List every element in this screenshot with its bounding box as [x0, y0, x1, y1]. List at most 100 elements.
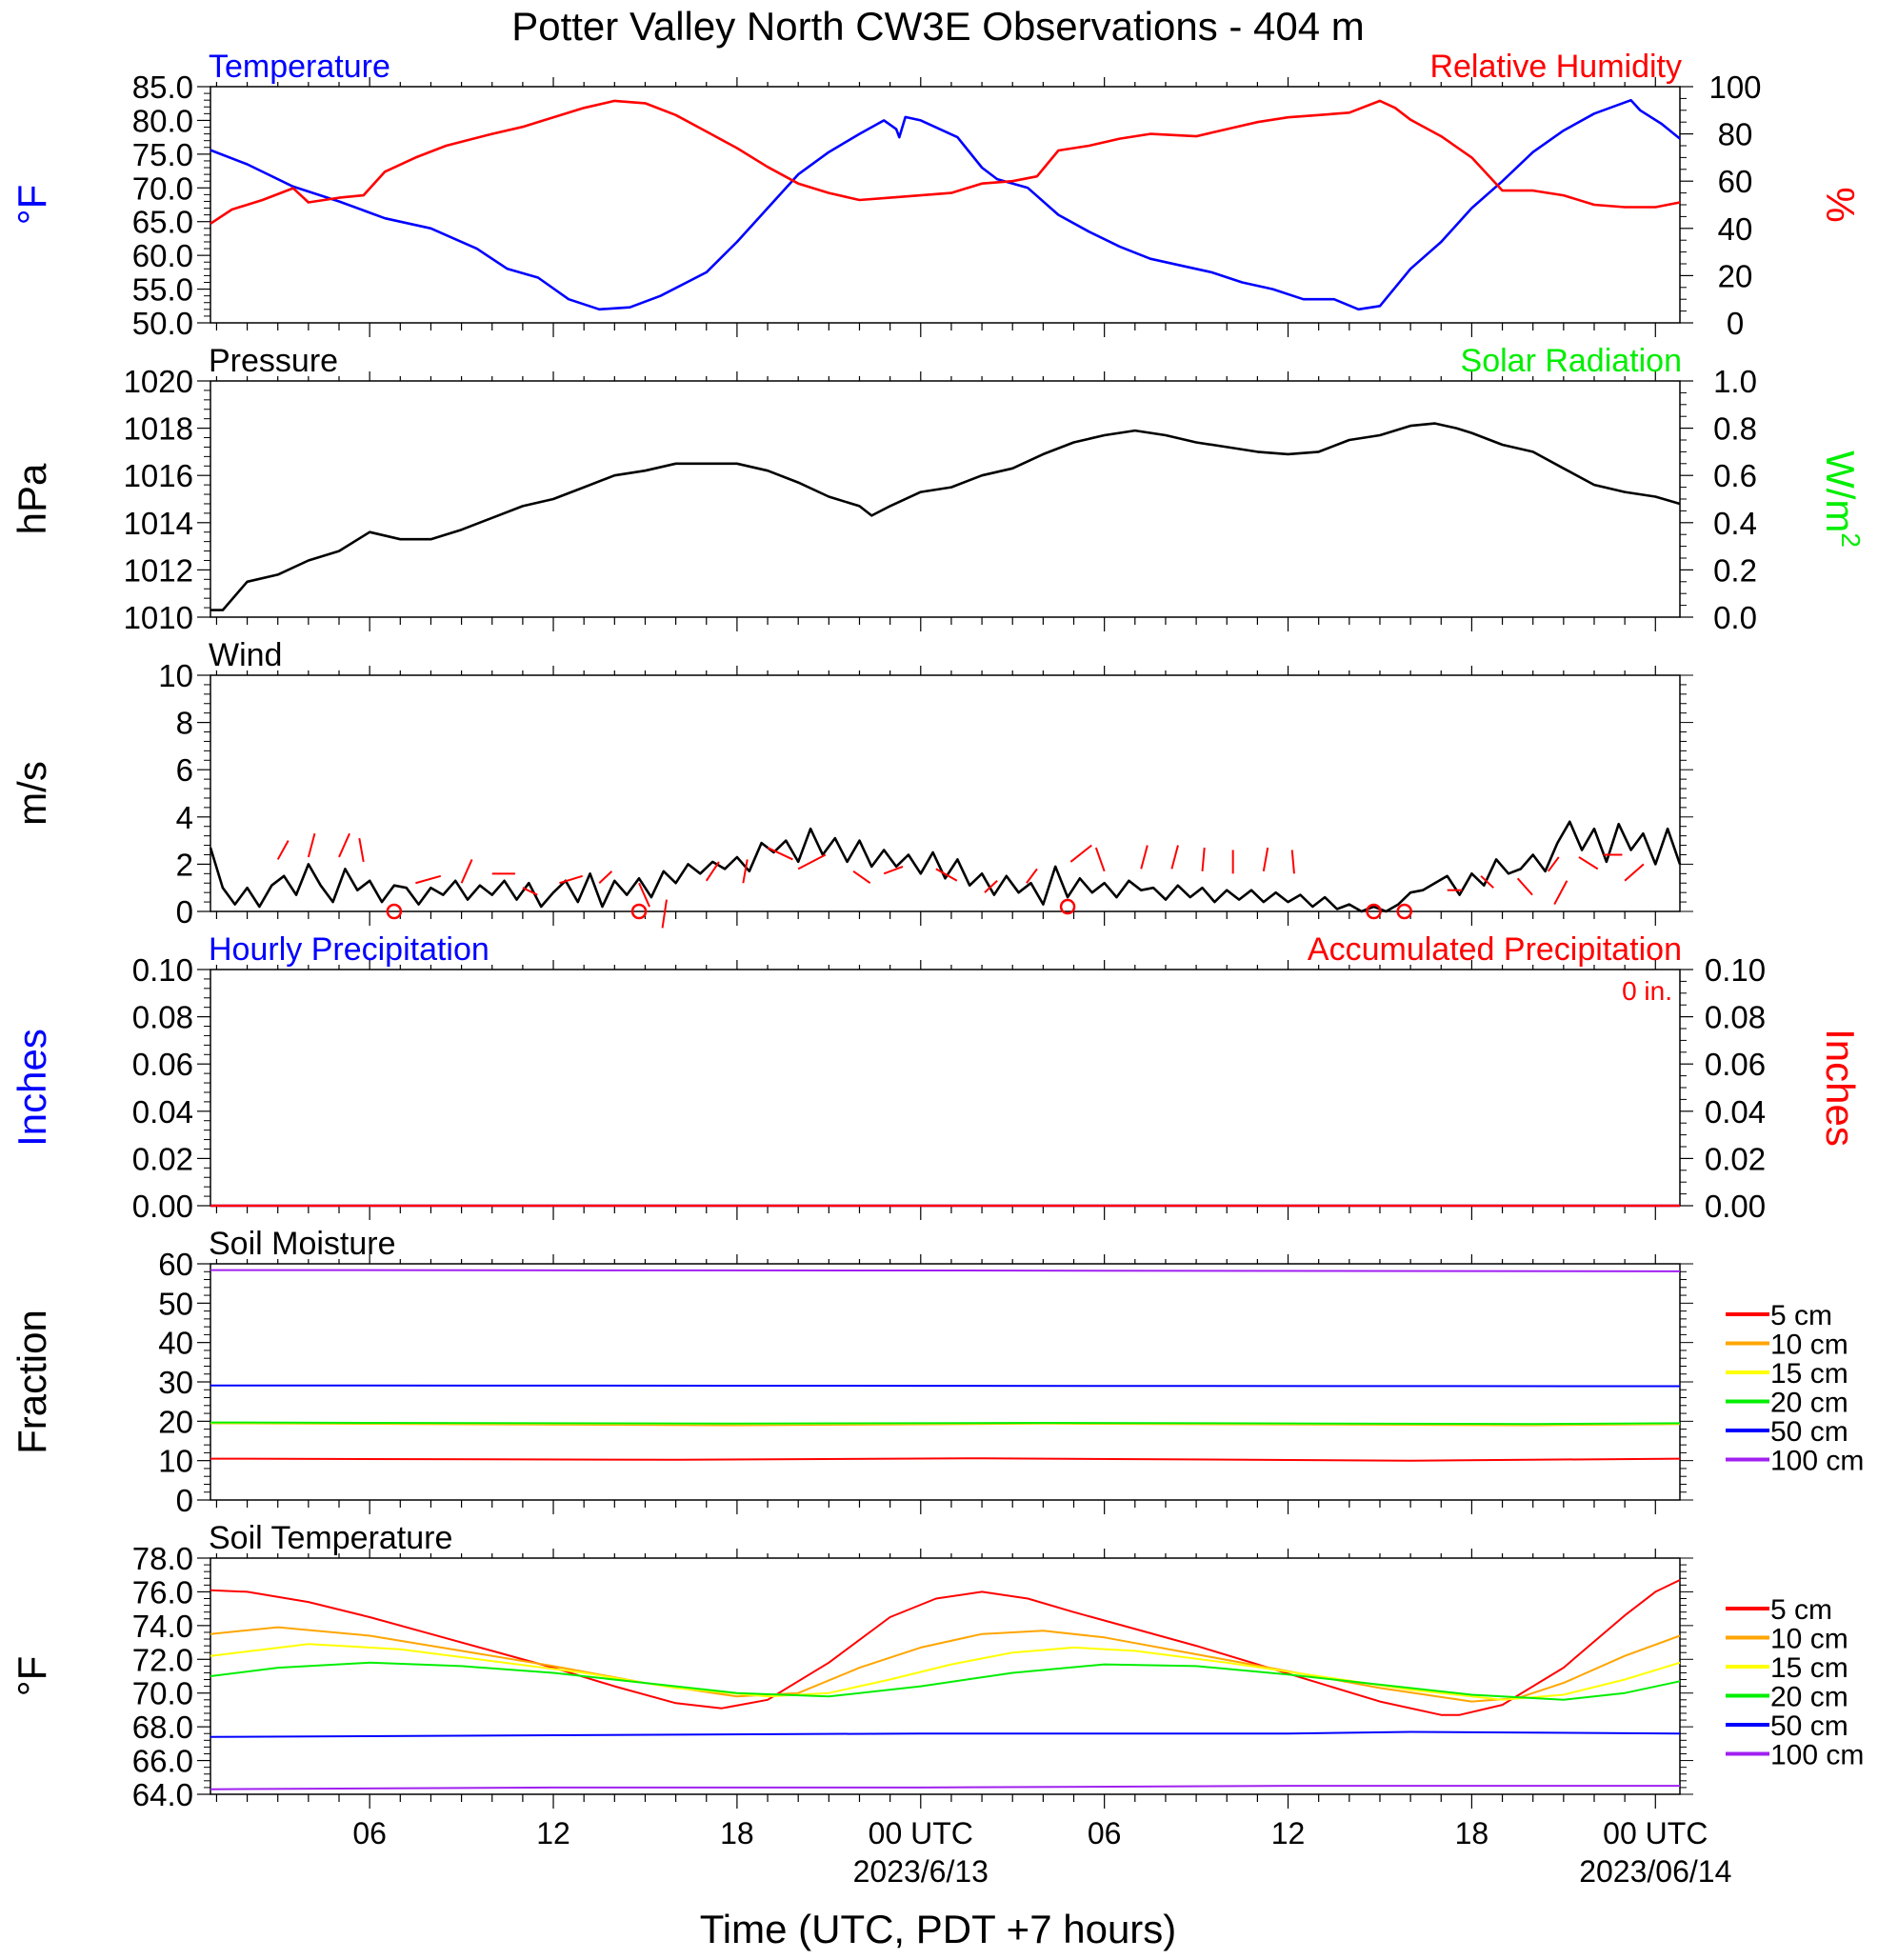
precip-y-left-tick-label: 0.04 — [132, 1094, 193, 1130]
soil-moisture-legend-label: 100 cm — [1770, 1446, 1864, 1477]
soil-moisture-series-20-cm — [210, 1421, 1681, 1426]
soil-temp-plot-frame — [210, 1557, 1681, 1795]
temperature-panel-title-right: Relative Humidity — [1429, 49, 1682, 85]
precip-accumulated-annotation: 0 in. — [1622, 976, 1672, 1006]
temperature-y-right-tick-label: 0 — [1727, 306, 1744, 341]
wind-direction-barb — [415, 874, 442, 885]
x-tick-label: 18 — [720, 1816, 754, 1850]
x-tick-label: 06 — [352, 1816, 387, 1850]
panel-temperature-rh: 85.080.075.070.065.060.055.050.0 100 80 60 4… — [10, 49, 1863, 341]
soil-moisture-y-left-tick-label: 30 — [158, 1365, 193, 1400]
soil-moisture-y-left-label: Fraction — [10, 1310, 54, 1454]
temperature-y-right-tick-label: 40 — [1718, 211, 1753, 247]
temperature-panel-title: Temperature — [209, 49, 390, 85]
pressure-y-right-tick-label: 0.0 — [1713, 600, 1757, 635]
soil-moisture-legend-label: 50 cm — [1770, 1416, 1848, 1448]
wind-direction-barb — [742, 859, 749, 884]
temperature-y-right-tick-label: 20 — [1718, 258, 1753, 293]
temperature-y-left-label: °F — [10, 185, 54, 225]
pressure-y-right-tick-label: 0.2 — [1713, 552, 1757, 588]
soil-moisture-legend-label: 20 cm — [1770, 1388, 1848, 1419]
soil-temp-legend-label: 15 cm — [1770, 1652, 1848, 1684]
precip-y-right-tick-label: 0.02 — [1705, 1141, 1766, 1176]
wind-direction-barb — [1624, 863, 1645, 882]
pressure-y-left-tick-label: 1018 — [124, 411, 193, 447]
soil-moisture-series-5-cm — [210, 1457, 1681, 1462]
pressure-series-pressure — [210, 422, 1681, 611]
soil-moisture-y-left-tick-label: 0 — [176, 1483, 193, 1518]
panel-soil-temperature: 78.076.074.072.070.068.066.064.0 Soil Tem… — [10, 1520, 1864, 1812]
soil-temp-panel-title: Soil Temperature — [209, 1520, 452, 1556]
pressure-y-right-tick-label: 0.8 — [1713, 411, 1757, 447]
wind-direction-barb — [883, 865, 904, 875]
soil-moisture-y-left-tick-label: 20 — [158, 1404, 193, 1439]
temperature-series-temperature — [210, 98, 1681, 311]
wind-direction-barb — [1094, 847, 1106, 872]
wind-calm-marker — [386, 903, 403, 920]
wind-y-left-tick-label: 8 — [176, 706, 193, 741]
wind-direction-barb — [559, 874, 583, 885]
soil-temp-legend-label: 50 cm — [1770, 1710, 1848, 1742]
pressure-y-right-tick-label: 1.0 — [1713, 364, 1757, 399]
panels: 85.080.075.070.065.060.055.050.010080604… — [10, 49, 1866, 1889]
wind-y-left-tick-label: 0 — [176, 894, 193, 930]
pressure-y-right-tick-label: 0.4 — [1713, 506, 1757, 541]
wind-direction-barb — [705, 861, 720, 882]
wind-direction-barb — [1170, 845, 1179, 870]
wind-direction-barb — [1026, 868, 1038, 884]
x-tick-label: 00 UTC — [1603, 1816, 1708, 1850]
pressure-y-right-label: W/m2 — [1818, 450, 1866, 548]
soil-temp-series-100-cm — [210, 1785, 1680, 1790]
temperature-y-right-tick-label: 80 — [1718, 117, 1753, 152]
wind-direction-barb — [1480, 875, 1494, 889]
pressure-panel-title: Pressure — [209, 343, 338, 379]
soil-temp-series-50-cm — [210, 1730, 1681, 1738]
precip-y-right-tick-label: 0.00 — [1705, 1189, 1766, 1224]
wind-direction-barb — [767, 847, 793, 861]
wind-direction-barb — [1553, 880, 1568, 906]
soil-moisture-y-left-tick-label: 60 — [158, 1247, 193, 1282]
pressure-y-left-label: hPa — [10, 463, 54, 534]
wind-direction-barb — [935, 868, 958, 882]
temperature-y-left-tick-label: 80.0 — [132, 103, 193, 138]
soil-moisture-series-100-cm — [210, 1269, 1681, 1272]
x-tick-label: 12 — [1271, 1816, 1306, 1850]
wind-calm-marker — [1396, 903, 1412, 920]
wind-calm-marker — [1366, 903, 1382, 920]
soil-temp-y-left-tick-label: 74.0 — [132, 1609, 193, 1644]
soil-temp-y-left-tick-label: 70.0 — [132, 1676, 193, 1711]
soil-moisture-plot-frame — [210, 1263, 1681, 1501]
wind-direction-barb — [1262, 847, 1269, 872]
soil-moisture-series-50-cm — [210, 1384, 1681, 1388]
precip-y-left-tick-label: 0.06 — [132, 1047, 193, 1082]
soil-temp-legend-label: 5 cm — [1770, 1594, 1832, 1626]
pressure-panel-title-right: Solar Radiation — [1461, 343, 1682, 379]
wind-direction-barb — [1201, 847, 1206, 871]
precip-panel-title: Hourly Precipitation — [209, 931, 489, 968]
wind-direction-barb — [522, 887, 538, 896]
wind-calm-marker — [630, 903, 648, 920]
soil-temp-legend-label: 10 cm — [1770, 1624, 1848, 1655]
wind-calm-marker — [1059, 898, 1076, 915]
temperature-y-right-label: % — [1818, 187, 1863, 222]
soil-moisture-panel-title: Soil Moisture — [209, 1226, 396, 1262]
soil-temp-series-20-cm — [210, 1661, 1681, 1701]
x-tick-label: 00 UTC — [869, 1816, 973, 1850]
temperature-y-left-tick-label: 85.0 — [132, 70, 193, 105]
precip-y-left-tick-label: 0.02 — [132, 1141, 193, 1176]
soil-temp-y-left-label: °F — [10, 1656, 54, 1696]
temperature-y-left-tick-label: 70.0 — [132, 170, 193, 206]
wind-y-left-label: m/s — [10, 761, 54, 826]
soil-temp-series-5-cm — [210, 1579, 1681, 1716]
precip-y-left-tick-label: 0.08 — [132, 1000, 193, 1035]
wind-direction-barb — [460, 859, 473, 884]
soil-moisture-y-left-tick-label: 10 — [158, 1444, 193, 1479]
figure-title: Potter Valley North CW3E Observations - … — [511, 4, 1365, 49]
x-date-label: 2023/6/13 — [853, 1854, 989, 1889]
precip-panel-title-right: Accumulated Precipitation — [1308, 931, 1682, 968]
precip-y-right-tick-label: 0.10 — [1705, 952, 1766, 988]
pressure-y-right-label-superscript: 2 — [1836, 532, 1866, 548]
wind-direction-barb — [358, 837, 365, 863]
precip-plot-frame — [210, 969, 1681, 1207]
